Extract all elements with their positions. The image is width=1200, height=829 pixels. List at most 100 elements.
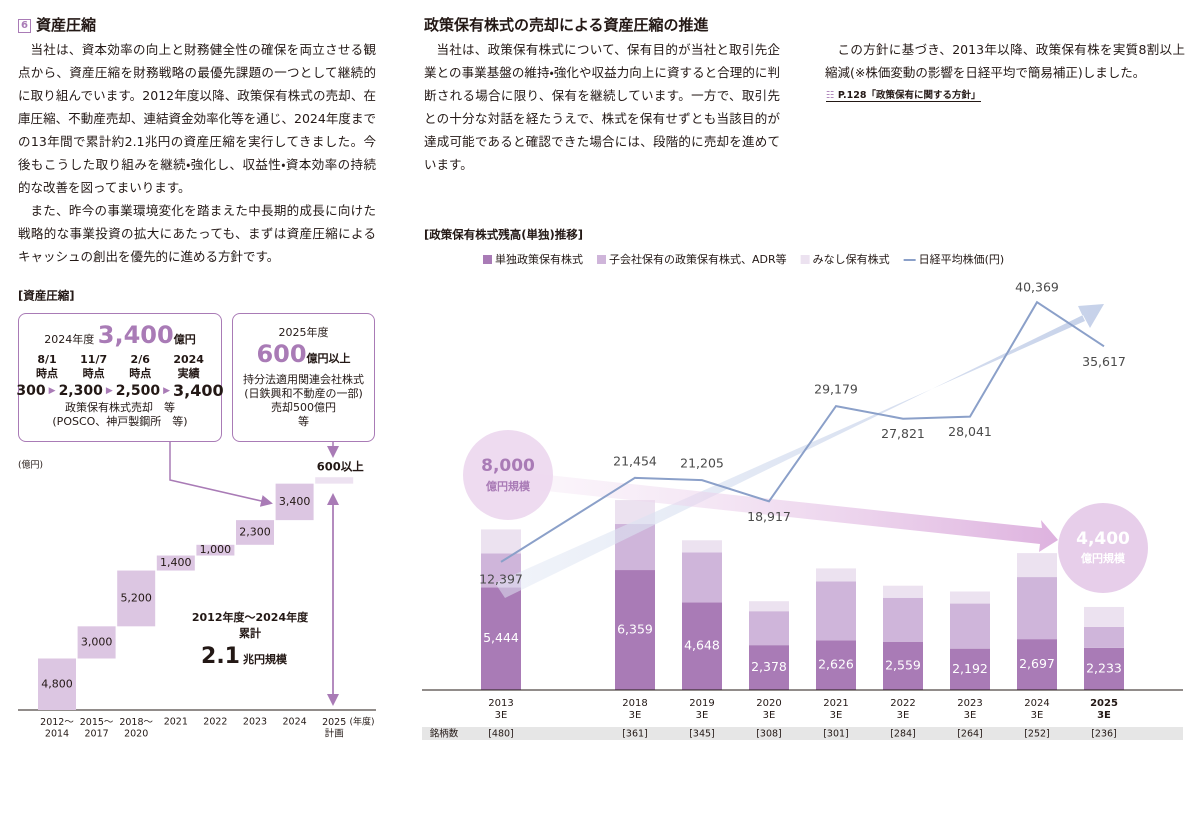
chart-title: [政策保有株式残高(単独)推移] — [424, 228, 583, 242]
paragraph: また、昨今の事業環境変化を踏まえた中長期的成長に向けた戦略的な事業投資の拡大にあ… — [18, 203, 376, 264]
bar — [749, 645, 789, 690]
paragraph: この方針に基づき、2013年以降、政策保有株を実質8割以上縮減(※株価変動の影響… — [825, 42, 1185, 80]
x-tick-label: 2018 3E — [622, 698, 647, 721]
count-label: [252] — [1024, 729, 1050, 740]
step-value: 300 — [16, 383, 46, 399]
bar — [156, 555, 195, 571]
legend-swatch — [800, 255, 810, 264]
step-value: 2,300 — [58, 383, 103, 399]
annotation-unit: 億円規模 — [1080, 551, 1126, 565]
count-label: [284] — [890, 729, 916, 740]
bar — [816, 568, 856, 582]
annotation: 4,400 億円規模 — [1058, 503, 1148, 593]
annotation-value: 8,000 — [481, 456, 535, 476]
bar — [1017, 553, 1057, 578]
callout-note: 持分法適用関連会社株式 — [243, 373, 364, 386]
x-tick-label: 2025 3E — [1090, 698, 1118, 721]
value-label: 5,444 — [483, 630, 519, 645]
step-values: 300 ▶ 2,300 ▶ 2,500 ▶ 3,400 — [16, 381, 224, 401]
callout-head: 2024年度 3,400億円 — [19, 322, 221, 353]
value-label: 3,400 — [279, 495, 311, 508]
bar — [275, 483, 314, 521]
step-date: 11/7 時点 — [80, 353, 108, 380]
x-tick-label: 2019 3E — [689, 698, 714, 721]
x-tick-label: 2023 — [243, 717, 267, 728]
counts-label: 銘柄数 — [430, 728, 459, 740]
middle-text: 当社は、政策保有株式について、保有目的が当社と取引先企業との事業基盤の維持・強化… — [424, 38, 780, 176]
book-icon: ☷ — [826, 90, 835, 101]
value-label: 5,200 — [120, 591, 152, 604]
legend-swatch — [483, 255, 492, 264]
total-period: 2012年度～2024年度 — [192, 610, 309, 624]
x-tick-label: 2013 3E — [488, 698, 513, 721]
annotation-unit: 億円規模 — [485, 479, 531, 493]
total-unit: 兆円規模 — [243, 652, 288, 666]
value-label: 1,000 — [200, 543, 232, 556]
callout-note: 政策保有株式売却 等 — [65, 401, 175, 414]
bar — [1017, 577, 1057, 640]
reference-text[interactable]: P.128「政策保有に関する方針」 — [837, 90, 981, 101]
callout: 2025年度 600億円以上 持分法適用関連会社株式 (日鉄興和不動産の一部) … — [232, 313, 375, 442]
trend-arrow — [495, 304, 1104, 598]
bar — [77, 626, 116, 659]
reference-link[interactable]: ☷ P.128「政策保有に関する方針」 — [826, 87, 981, 102]
unit-label: (億円) — [18, 459, 43, 471]
value-label: 2,300 — [239, 525, 271, 538]
bar — [950, 591, 990, 604]
bar — [1084, 626, 1124, 648]
bar — [950, 603, 990, 649]
value-label: 21,454 — [613, 453, 657, 468]
value-label: 2,697 — [1019, 656, 1055, 671]
value-label: 2,192 — [952, 661, 988, 676]
value-label: 2,559 — [885, 657, 921, 672]
callout-amount: 600 — [256, 340, 307, 368]
bar — [1084, 606, 1124, 627]
value-label: 4,800 — [41, 677, 73, 690]
bar — [749, 611, 789, 646]
step-dates: 8/1 時点 11/7 時点 2/6 時点 2024 実績 — [19, 353, 221, 381]
bar — [196, 544, 235, 556]
step-date: 8/1 時点 — [36, 353, 59, 380]
callout-unit: 億円以上 — [306, 352, 351, 365]
callout-note: 売却500億円 — [271, 401, 336, 414]
value-label: 27,821 — [881, 426, 925, 441]
step-arrow: ▶ — [48, 386, 56, 396]
legend-label: 単独政策保有株式 — [495, 252, 583, 266]
legend-swatch — [597, 255, 606, 264]
left-text: 当社は、資本効率の向上と財務健全性の確保を両立させる観点から、資産圧縮を財務戦略… — [18, 38, 376, 268]
heading-text: 資産圧縮 — [35, 16, 96, 34]
step-value: 3,400 — [173, 381, 224, 400]
x-tick-label: 2022 3E — [890, 698, 915, 721]
callout-note: (POSCO、神戸製鋼所 等) — [52, 415, 188, 428]
callout-unit: 億円 — [173, 333, 196, 346]
bar — [117, 570, 156, 627]
value-label: 6,359 — [617, 622, 653, 637]
step-arrow: ▶ — [163, 386, 170, 396]
line — [500, 300, 1105, 563]
count-label: [301] — [823, 729, 849, 740]
legend-label: 子会社保有の政策保有株式、ADR等 — [609, 252, 787, 266]
x-tick-label: 2024 3E — [1024, 698, 1049, 721]
bar — [816, 581, 856, 641]
value-label: 2,233 — [1086, 660, 1122, 675]
x-unit: (年度) — [349, 716, 374, 728]
value-label: 4,648 — [684, 638, 720, 653]
value-label: 600以上 — [317, 460, 365, 474]
paragraph: 当社は、資本効率の向上と財務健全性の確保を両立させる観点から、資産圧縮を財務戦略… — [18, 42, 376, 195]
chart-title: [資産圧縮] — [18, 289, 75, 303]
count-label: [345] — [689, 729, 715, 740]
connector — [169, 442, 273, 507]
value-label: 35,617 — [1082, 354, 1126, 369]
value-label: 2,626 — [818, 657, 854, 672]
bar — [682, 602, 722, 690]
x-tick-label: 2018～ 2020 — [119, 717, 153, 739]
value-label: 2,378 — [751, 659, 787, 674]
count-label: [308] — [756, 729, 782, 740]
x-tick-label: 2024 — [283, 717, 307, 728]
right-text: この方針に基づき、2013年以降、政策保有株を実質8割以上縮減(※株価変動の影響… — [825, 38, 1185, 84]
bar — [315, 477, 354, 484]
bar — [236, 520, 274, 545]
paragraph: 当社は、政策保有株式について、保有目的が当社と取引先企業との事業基盤の維持・強化… — [424, 42, 780, 172]
